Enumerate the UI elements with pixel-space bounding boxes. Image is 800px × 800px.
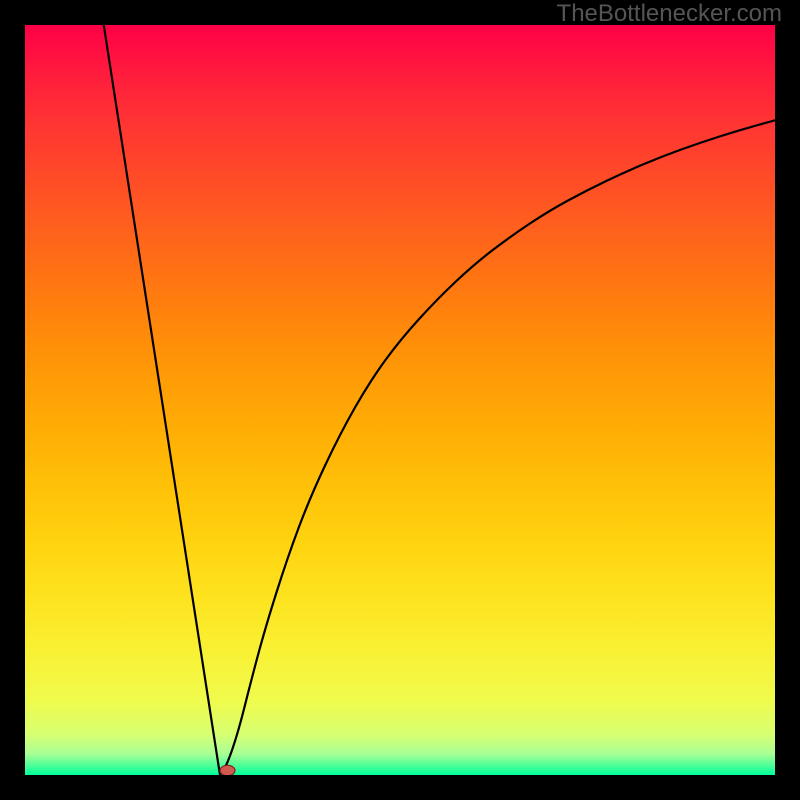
chart-container: TheBottlenecker.com: [0, 0, 800, 800]
v-curve-path: [104, 25, 775, 775]
bottleneck-curve: [25, 25, 775, 775]
minimum-marker: [220, 765, 235, 775]
watermark-text: TheBottlenecker.com: [557, 0, 782, 28]
plot-area: [25, 25, 775, 775]
